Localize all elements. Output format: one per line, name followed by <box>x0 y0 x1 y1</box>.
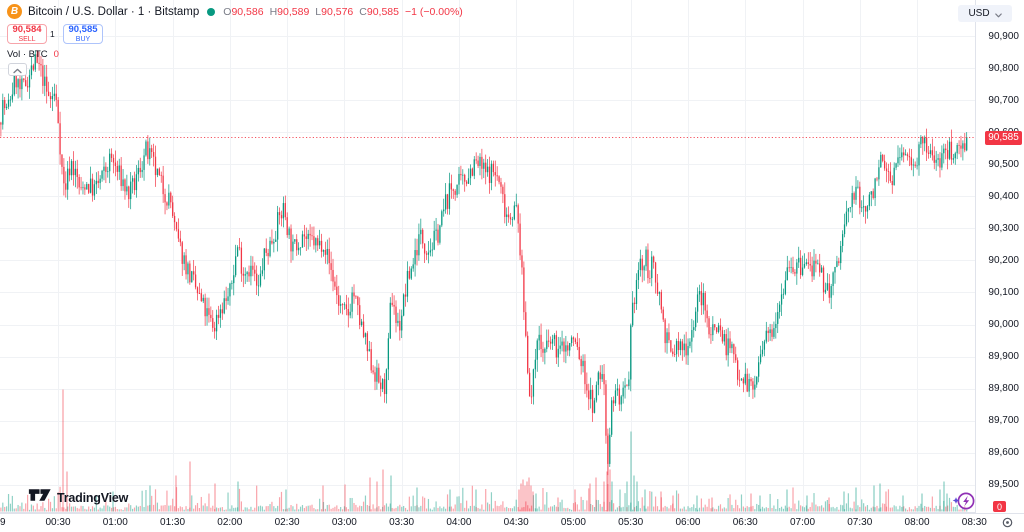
buy-price: 90,585 <box>68 24 98 35</box>
price-axis-label: 90,900 <box>988 30 1019 42</box>
chevron-down-icon <box>994 5 1002 23</box>
chevron-up-icon <box>13 61 22 79</box>
pane-collapse-button[interactable] <box>8 63 27 76</box>
time-axis-label: 08:00 <box>904 517 930 528</box>
price-axis-label: 90,300 <box>988 222 1019 234</box>
time-axis-label-partial: 9 <box>0 517 6 528</box>
time-axis-label: 02:00 <box>217 517 243 528</box>
volume-axis-badge: 0 <box>993 501 1006 512</box>
time-axis-label: 06:00 <box>675 517 701 528</box>
price-axis-label: 90,700 <box>988 94 1019 106</box>
symbol-legend: B Bitcoin / U.S. Dollar · 1 · Bitstamp O… <box>7 4 463 19</box>
price-axis-label: 90,800 <box>988 62 1019 74</box>
low-value: 90,576 <box>321 5 354 18</box>
price-axis-label: 89,600 <box>988 447 1019 459</box>
sell-button[interactable]: 90,584 SELL <box>7 24 47 44</box>
time-axis-label: 07:00 <box>789 517 816 528</box>
current-price-badge: 90,585 <box>985 130 1022 145</box>
change-value: −1 (−0.00%) <box>404 5 463 18</box>
tradingview-logo-text: TradingView <box>57 490 129 505</box>
volume-indicator-legend[interactable]: Vol · BTC 0 <box>7 49 59 60</box>
time-axis[interactable]: 9 00:30 01:00 01:30 02:00 02:30 03:00 03:30 04:… <box>0 513 1024 532</box>
price-axis-label: 89,500 <box>988 479 1019 491</box>
buy-label: BUY <box>75 36 91 43</box>
price-axis-label: 89,800 <box>988 383 1019 395</box>
volume-indicator-value: 0 <box>53 49 59 60</box>
time-axis-label: 02:30 <box>274 517 300 528</box>
sell-label: SELL <box>18 36 36 43</box>
currency-label: USD <box>968 8 990 19</box>
time-axis-label: 06:30 <box>732 517 758 528</box>
time-axis-label: 01:30 <box>160 517 186 528</box>
time-axis-label: 07:30 <box>847 517 873 528</box>
price-axis-label: 90,400 <box>988 190 1019 202</box>
tradingview-logo[interactable]: TradingView <box>28 486 128 509</box>
price-axis-label: 90,200 <box>988 254 1019 266</box>
open-label: O <box>223 5 232 18</box>
low-label: L <box>315 5 322 18</box>
time-axis-settings-gear-icon[interactable] <box>1001 516 1014 532</box>
high-value: 90,589 <box>277 5 310 18</box>
spread-value: 1 <box>50 29 55 39</box>
time-axis-label: 00:30 <box>45 517 71 528</box>
time-axis-label: 03:30 <box>389 517 415 528</box>
close-label: C <box>359 5 367 18</box>
realtime-status-dot <box>207 7 216 16</box>
price-axis-label: 90,000 <box>988 319 1019 331</box>
time-axis-label: 04:00 <box>446 517 472 528</box>
high-label: H <box>269 5 278 18</box>
ohlc-values: O 90,586 H 90,589 L 90,576 C 90,585 −1 (… <box>223 6 463 18</box>
close-value: 90,585 <box>366 5 399 18</box>
boost-lightning-icon[interactable] <box>951 490 976 518</box>
price-axis-label: 90,100 <box>988 286 1019 298</box>
time-axis-label: 05:00 <box>560 517 586 528</box>
tradingview-logo-icon <box>28 486 52 509</box>
symbol-title[interactable]: Bitcoin / U.S. Dollar · 1 · Bitstamp <box>28 5 200 18</box>
time-axis-label: 03:00 <box>331 517 357 528</box>
time-axis-label: 01:00 <box>102 517 128 528</box>
time-axis-label: 05:30 <box>618 517 644 528</box>
price-axis-label: 90,500 <box>988 158 1019 170</box>
volume-indicator-label: Vol · BTC <box>7 49 48 60</box>
sell-price: 90,584 <box>12 24 42 35</box>
price-axis-label: 89,900 <box>988 351 1019 363</box>
bitcoin-icon: B <box>7 4 22 19</box>
open-value: 90,586 <box>231 5 264 18</box>
time-axis-label: 08:30 <box>961 517 987 528</box>
price-axis[interactable]: 90,90090,80090,70090,60090,50090,40090,3… <box>975 0 1024 513</box>
currency-selector[interactable]: USD <box>958 5 1012 22</box>
buy-button[interactable]: 90,585 BUY <box>63 24 103 44</box>
price-axis-label: 89,700 <box>988 415 1019 427</box>
time-axis-label: 04:30 <box>503 517 529 528</box>
